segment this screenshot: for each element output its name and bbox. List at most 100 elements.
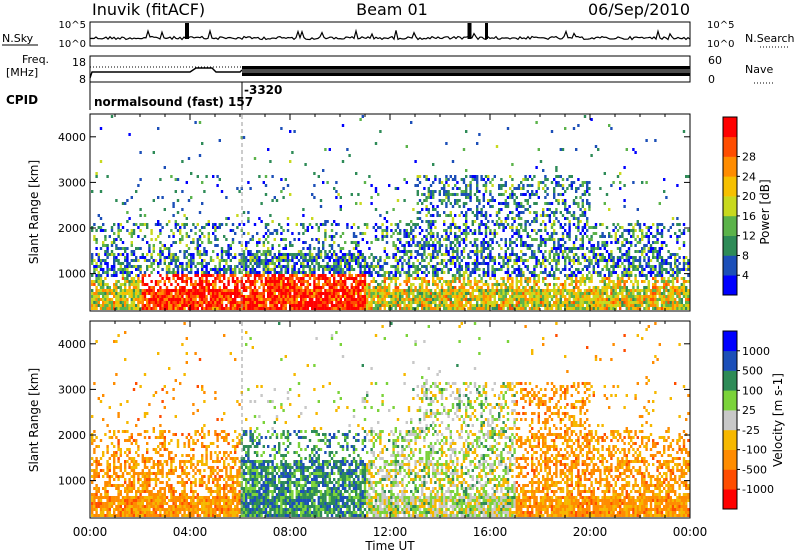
heat-cell	[170, 298, 173, 301]
heat-cell	[311, 256, 314, 259]
heat-cell	[176, 178, 180, 181]
heat-cell	[436, 298, 439, 301]
heat-cell	[355, 259, 358, 262]
heat-cell	[350, 283, 353, 286]
heat-cell	[99, 283, 103, 286]
heat-cell	[308, 274, 312, 277]
heat-cell	[418, 217, 422, 220]
heat-cell	[249, 295, 252, 298]
noise-axis-bottom-left: 10^0	[59, 39, 86, 50]
heat-cell	[414, 160, 417, 163]
heat-cell	[253, 283, 257, 286]
heat-cell	[245, 295, 248, 298]
heat-cell	[190, 292, 193, 295]
heat-cell	[528, 175, 532, 178]
heat-cell	[469, 193, 472, 196]
heat-cell	[159, 289, 162, 292]
heat-cell	[586, 289, 589, 292]
heat-cell	[566, 301, 569, 304]
heat-cell	[337, 283, 340, 286]
heat-cell	[172, 214, 175, 217]
heat-cell	[234, 304, 237, 307]
heat-cell	[251, 295, 254, 298]
heat-cell	[260, 283, 263, 286]
heat-cell	[465, 214, 468, 217]
heat-cell	[568, 301, 571, 304]
heat-cell	[273, 280, 276, 283]
heat-cell	[161, 244, 164, 247]
heat-cell	[524, 241, 527, 244]
heat-cell	[344, 256, 347, 259]
heat-cell	[480, 307, 483, 310]
heat-cell	[603, 304, 606, 307]
cpid-main-text: normalsound (fast) 157	[94, 95, 253, 109]
heat-cell	[110, 274, 114, 277]
heat-cell	[333, 235, 336, 238]
heat-cell	[300, 307, 303, 310]
heat-cell	[511, 184, 514, 187]
heat-cell	[183, 253, 186, 256]
heat-cell	[462, 295, 466, 298]
heat-cell	[344, 241, 347, 244]
heat-cell	[284, 268, 287, 271]
heat-cell	[482, 193, 485, 196]
heat-cell	[570, 304, 573, 307]
heat-cell	[473, 280, 477, 283]
heat-cell	[141, 274, 144, 277]
heat-cell	[405, 307, 408, 310]
heat-cell	[284, 292, 287, 295]
heat-cell	[432, 283, 435, 286]
heat-cell	[427, 289, 430, 292]
heat-cell	[95, 238, 98, 241]
heat-cell	[535, 238, 538, 241]
heat-cell	[566, 232, 569, 235]
heat-cell	[256, 307, 259, 310]
heat-cell	[192, 301, 195, 304]
heat-cell	[339, 307, 342, 310]
heat-cell	[561, 199, 565, 202]
heat-cell	[135, 295, 138, 298]
heat-cell	[575, 253, 578, 256]
heat-cell	[126, 277, 129, 280]
heat-cell	[333, 265, 336, 268]
heat-cell	[231, 292, 235, 295]
heat-cell	[304, 256, 307, 259]
heat-cell	[445, 280, 448, 283]
heat-cell	[434, 289, 437, 292]
heat-cell	[229, 289, 232, 292]
heat-cell	[520, 304, 523, 307]
heat-cell	[482, 298, 485, 301]
heat-cell	[212, 175, 215, 178]
heat-cell	[517, 223, 521, 226]
heat-cell	[504, 286, 507, 289]
heat-cell	[352, 256, 356, 259]
heat-cell	[249, 271, 252, 274]
heat-cell	[553, 253, 556, 256]
heat-cell	[429, 196, 433, 199]
heat-cell	[205, 223, 208, 226]
heat-cell	[410, 250, 413, 253]
heat-cell	[284, 265, 287, 268]
heat-cell	[517, 184, 521, 187]
heat-cell	[260, 301, 263, 304]
heat-cell	[575, 277, 578, 280]
heat-cell	[117, 292, 120, 295]
heat-cell	[603, 235, 606, 238]
heat-cell	[291, 304, 294, 307]
heat-cell	[478, 133, 481, 136]
heat-cell	[115, 199, 118, 202]
heat-cell	[137, 226, 140, 229]
heat-cell	[91, 256, 94, 259]
heat-cell	[504, 199, 507, 202]
heat-cell	[476, 184, 479, 187]
heat-cell	[509, 307, 512, 310]
heat-cell	[328, 259, 331, 262]
heat-cell	[267, 241, 270, 244]
heat-cell	[179, 226, 182, 229]
heat-cell	[498, 217, 501, 220]
heat-cell	[599, 247, 602, 250]
heat-cell	[313, 304, 316, 307]
heat-cell	[594, 289, 598, 292]
heat-cell	[495, 214, 499, 217]
heat-cell	[181, 160, 184, 163]
